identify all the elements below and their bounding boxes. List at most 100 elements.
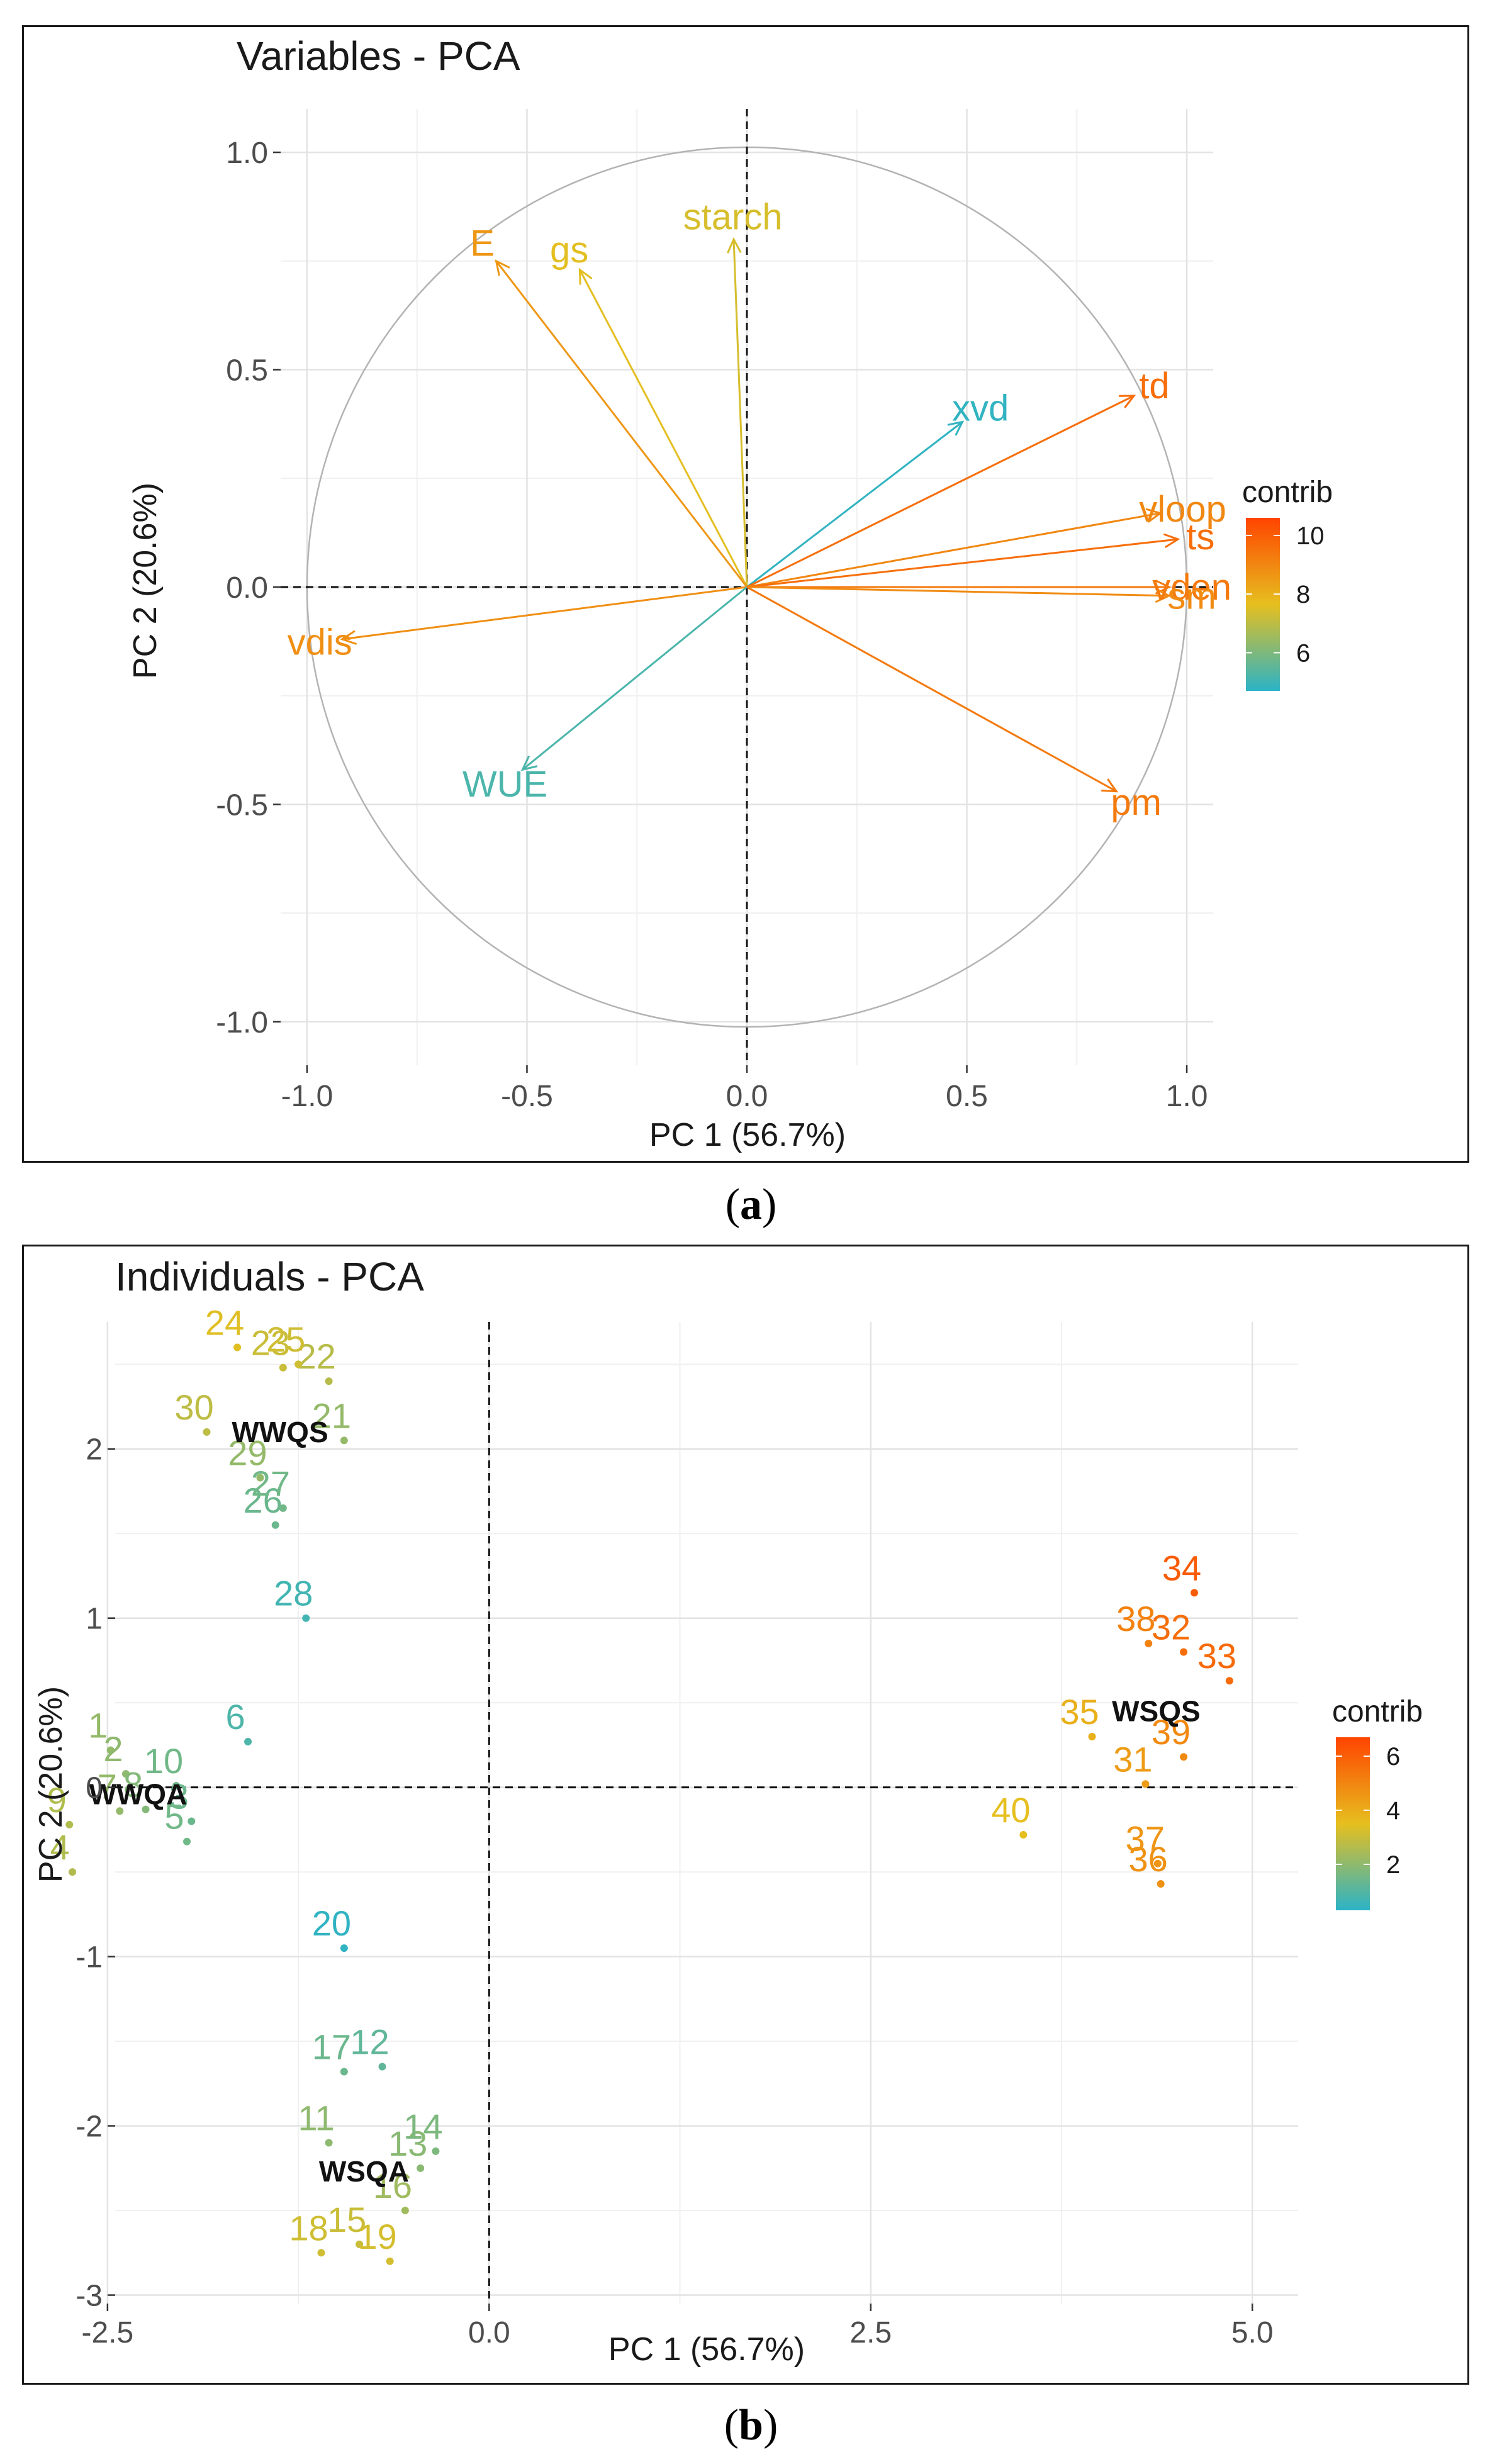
arrowhead-gs <box>578 267 593 285</box>
legend-colorbar <box>1246 518 1280 691</box>
point-label-38: 38 <box>1116 1599 1155 1638</box>
arrowhead-sm <box>1155 588 1172 603</box>
point-36 <box>1157 1879 1165 1888</box>
legend-colorbar <box>1336 1737 1370 1910</box>
arrowhead-vloop <box>1145 508 1163 523</box>
legend-title: contrib <box>1242 476 1333 509</box>
legend-tick-label: 6 <box>1386 1743 1400 1771</box>
arrowhead-WUE <box>520 755 538 771</box>
y-tick-label: -3 <box>76 2280 103 2313</box>
point-38 <box>1145 1640 1153 1648</box>
point-label-6: 6 <box>225 1697 245 1737</box>
point-label-21: 21 <box>312 1396 351 1435</box>
point-13 <box>417 2164 425 2172</box>
point-label-4: 4 <box>50 1827 69 1867</box>
legend-tick-label: 6 <box>1296 639 1310 667</box>
arrow-label-gs: gs <box>550 230 588 271</box>
point-20 <box>340 1944 348 1952</box>
group-label-wwqa: WWQA <box>89 1778 187 1810</box>
point-label-30: 30 <box>174 1387 213 1427</box>
point-3 <box>188 1817 196 1825</box>
arrow-xvd <box>746 421 963 588</box>
point-11 <box>325 2139 333 2147</box>
point-17 <box>340 2068 348 2076</box>
point-33 <box>1225 1677 1233 1685</box>
x-tick-label: -1.0 <box>281 1080 333 1113</box>
y-tick-label: 0 <box>86 1772 103 1805</box>
point-label-8: 8 <box>123 1765 143 1805</box>
point-24 <box>233 1343 242 1352</box>
point-label-29: 29 <box>228 1433 267 1472</box>
legend-tick-label: 10 <box>1296 522 1325 550</box>
point-label-33: 33 <box>1197 1636 1236 1676</box>
y-tick-label: 1 <box>86 1603 103 1636</box>
group-label-wsqs: WSQS <box>1112 1695 1201 1728</box>
point-40 <box>1019 1830 1028 1839</box>
y-tick-label: -1.0 <box>216 1006 268 1039</box>
point-label-35: 35 <box>1060 1692 1099 1732</box>
x-tick-label: -0.5 <box>501 1080 553 1113</box>
x-tick-label: 1.0 <box>1166 1080 1208 1113</box>
point-6 <box>244 1738 252 1746</box>
group-label-layer: WWQS WWQA WSQA WSQS <box>89 1416 1200 2188</box>
arrow-label-vloop: vloop <box>1139 489 1226 530</box>
x-tick-label: 2.5 <box>849 2316 892 2349</box>
chart-title: Variables - PCA <box>237 33 520 79</box>
arrow-label-pm: pm <box>1111 782 1162 823</box>
arrow-pm <box>746 586 1117 793</box>
arrow-label-E: E <box>470 223 495 264</box>
group-label-wwqs: WWQS <box>232 1416 328 1448</box>
point-9 <box>65 1820 74 1828</box>
point-12 <box>378 2063 386 2071</box>
point-31 <box>1141 1780 1150 1788</box>
point-label-36: 36 <box>1129 1839 1168 1879</box>
arrow-starch <box>732 239 748 588</box>
arrowhead-E <box>495 259 510 276</box>
x-tick-label: 0.0 <box>468 2316 510 2349</box>
point-label-37: 37 <box>1126 1819 1165 1859</box>
point-label-20: 20 <box>312 1903 351 1943</box>
legend-tick-label: 2 <box>1386 1851 1400 1879</box>
point-15 <box>356 2240 364 2248</box>
point-10 <box>172 1781 181 1789</box>
point-label-13: 13 <box>388 2124 427 2163</box>
point-19 <box>386 2257 394 2265</box>
x-tick-label: 0.5 <box>946 1080 988 1113</box>
point-label-1: 1 <box>88 1705 108 1745</box>
point-label-2: 2 <box>103 1729 123 1769</box>
arrow-label-ts: ts <box>1186 517 1214 557</box>
x-tick-label: 5.0 <box>1231 2316 1274 2349</box>
point-label-34: 34 <box>1162 1548 1201 1588</box>
point-35 <box>1088 1732 1096 1740</box>
legend-tick-label: 8 <box>1296 581 1310 608</box>
point-label-18: 18 <box>289 2208 328 2248</box>
y-tick-label: -2 <box>76 2110 103 2144</box>
arrow-label-WUE: WUE <box>462 764 547 805</box>
point-label-25: 25 <box>266 1319 305 1359</box>
point-16 <box>401 2207 409 2215</box>
point-18 <box>317 2249 325 2257</box>
point-label-22: 22 <box>296 1336 335 1376</box>
arrow-E <box>495 260 748 588</box>
arrow-vdis <box>342 586 748 641</box>
point-label-16: 16 <box>373 2166 412 2205</box>
point-label-12: 12 <box>350 2022 389 2061</box>
point-32 <box>1180 1648 1188 1656</box>
caption-b: (b) <box>724 2401 778 2450</box>
y-axis-label: PC 2 (20.6%) <box>33 1686 69 1883</box>
y-tick-label: 2 <box>86 1433 103 1467</box>
arrow-td <box>746 395 1135 588</box>
point-14 <box>432 2147 440 2155</box>
point-30 <box>203 1428 211 1436</box>
point-label-31: 31 <box>1113 1739 1152 1779</box>
y-tick-label: 0.0 <box>226 571 268 605</box>
point-label-14: 14 <box>403 2107 442 2146</box>
arrow-label-vdis: vdis <box>288 622 352 663</box>
arrow-label-xvd: xvd <box>952 388 1009 429</box>
legend: contrib 6 8 10 <box>1242 476 1333 691</box>
arrow-label-vden: vden <box>1152 567 1231 608</box>
group-label-wsqa: WSQA <box>319 2155 409 2188</box>
point-22 <box>325 1377 333 1386</box>
arrowhead-starch <box>727 237 742 254</box>
point-7 <box>116 1807 124 1815</box>
